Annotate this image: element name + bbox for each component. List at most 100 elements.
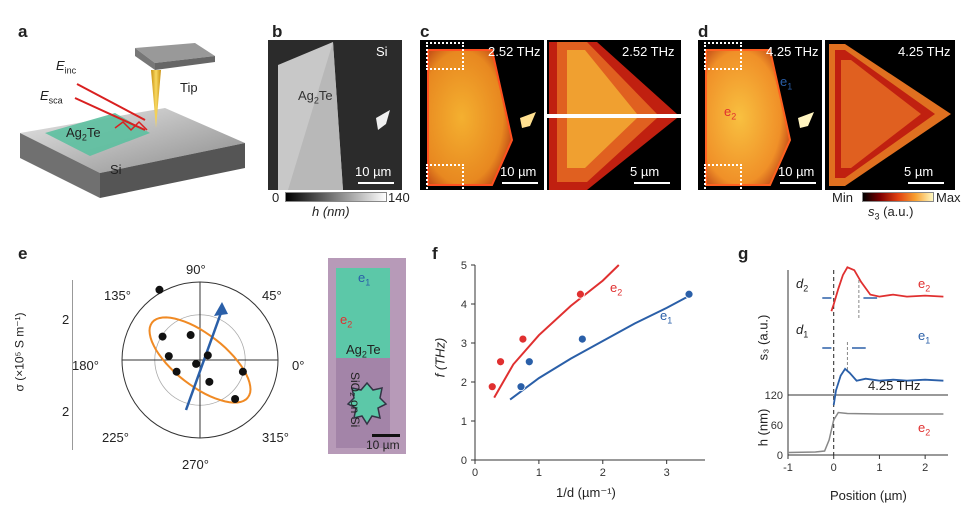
optical-image [328,258,406,454]
g-line-e1 [832,367,944,406]
polar-angle-315: 315° [262,430,289,445]
scale-label-e: 10 µm [366,438,400,452]
si-label-b: Si [376,44,388,59]
g-xtick-label-0: 0 [831,462,837,474]
f-fit-line-1 [509,293,693,401]
g-xtick-label-2: 2 [922,462,928,474]
polar-point-8 [238,367,247,376]
zoom-box-c-bottom [426,164,464,192]
colorbar-label-d: s3 (a.u.) [868,204,914,222]
polarization-arrow [184,309,224,411]
d2-label: d2 [796,276,809,294]
radial-tick-bottom: 2 [62,404,70,419]
scale-c-left: 10 µm [500,164,537,179]
polar-point-6 [172,367,181,376]
panel-label-g: g [738,244,749,263]
polar-point-2 [186,331,195,340]
radial-tick-top: 2 [62,312,70,327]
g-ytick-label-60: 60 [771,420,783,432]
polar-plot [121,281,279,439]
e1-label-d: e1 [780,74,793,92]
e1-label-f: e1 [660,308,673,326]
f-fit-line-0 [493,264,620,399]
colorbar-min-b: 0 [272,190,280,205]
polar-angle-0: 0° [292,358,305,373]
f-ylabel: f (THz) [432,337,448,378]
afm-image [268,40,402,190]
polar-angle-225: 225° [102,430,129,445]
scalebar-d-left [780,182,816,184]
f-point-1-0 [516,382,526,392]
g-line-height [787,411,944,454]
f-point-1-2 [577,334,587,344]
polar-point-9 [164,352,173,361]
e1-label-e: e1 [358,270,371,288]
g-xtick-label--1: -1 [783,462,793,474]
scale-c-right: 5 µm [630,164,660,179]
e1-label-g: e1 [918,328,931,346]
freq-d-left: 4.25 THz [766,44,819,59]
conductivity-ellipse [148,316,252,404]
f-ytick-label-5: 5 [461,260,467,272]
f-point-0-0 [487,382,497,392]
polar-point-1 [158,332,167,341]
g-line-e2 [830,266,944,312]
scale-bar-e [372,434,400,437]
f-point-1-1 [524,357,534,367]
freq-c-right: 2.52 THz [622,44,675,59]
polar-angle-90: 90° [186,262,206,277]
e2-label-g-bottom: e2 [918,420,931,438]
polar-point-3 [203,351,212,360]
polar-angle-45: 45° [262,288,282,303]
scalebar-c-right [634,182,670,184]
e2-label-d: e2 [724,104,737,122]
d1-label: d1 [796,322,809,340]
panel-label-e: e [18,244,28,263]
colorbar-label-b: h (nm) [312,204,350,219]
zoom-box-d-bottom [704,164,742,192]
zoom-box-c-top [426,42,464,70]
panel-label-a: a [18,22,28,41]
polar-point-0 [155,285,164,294]
g-xlabel: Position (µm) [830,488,907,503]
colorbar-min-d: Min [832,190,853,205]
tip-schematic [20,43,245,198]
f-ytick-label-2: 2 [461,377,467,389]
sio2-label: SiO₂ on Si [348,372,362,428]
polarization-arrowhead [214,302,228,316]
radial-axis-line [72,280,73,450]
f-point-1-3 [684,289,694,299]
colorbar-max-d: Max [936,190,961,205]
f-ytick-label-4: 4 [461,299,467,311]
snom-image-c-left [420,40,544,190]
scale-label-b: 10 µm [355,164,392,179]
f-ytick-label-3: 3 [461,338,467,350]
panel-label-b: b [272,22,283,41]
ag2te-label-e: Ag2Te [346,342,381,360]
f-xtick-label-2: 2 [600,467,606,479]
f-point-0-1 [496,357,505,367]
tip-label: Tip [180,80,198,95]
panel-label-f: f [432,244,438,263]
e2-label-e: e2 [340,312,353,330]
snom-image-c-right-top [547,40,681,114]
polar-point-5 [205,377,214,386]
f-point-0-3 [576,289,585,299]
f-point-0-2 [518,334,528,344]
polar-angle-180: 180° [72,358,99,373]
freq-d-right: 4.25 THz [898,44,951,59]
panel-label-c: c [420,22,430,41]
ag2te-label-b: Ag2Te [298,88,333,106]
colorbar-s3 [862,192,934,202]
scale-d-right: 5 µm [904,164,934,179]
g-ytick-label-120: 120 [765,390,783,402]
panel-label-d: d [698,22,709,41]
g-xtick-label-1: 1 [876,462,882,474]
scalebar-d-right [908,182,944,184]
f-xtick-label-0: 0 [472,467,478,479]
ag2te-label-a: Ag2Te [66,125,101,143]
g-ylabel-bottom: h (nm) [755,408,771,447]
dispersion-plot: 0 1 2 3 4 5 0 1 2 3 [461,260,705,479]
g-ylabel-top: s₃ (a.u.) [755,314,771,361]
